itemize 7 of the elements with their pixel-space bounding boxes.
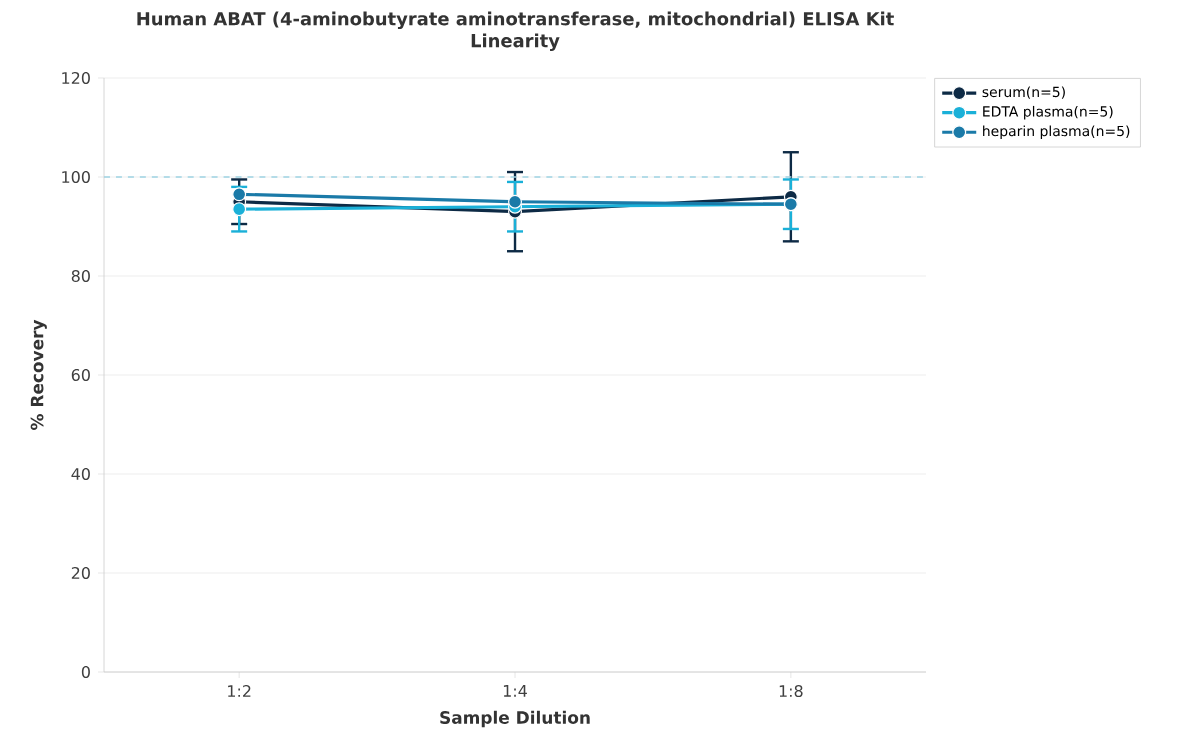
x-axis-title: Sample Dilution xyxy=(440,710,590,728)
point xyxy=(232,187,247,202)
chart-subtitle: Linearity xyxy=(471,33,560,52)
chart-title: Human ABAT (4-aminobutyrate aminotransferase, mitochondrial) ELISA Kit xyxy=(137,11,894,30)
point xyxy=(508,194,523,209)
point xyxy=(232,202,247,217)
y-axis-title: % Recovery xyxy=(30,319,47,430)
